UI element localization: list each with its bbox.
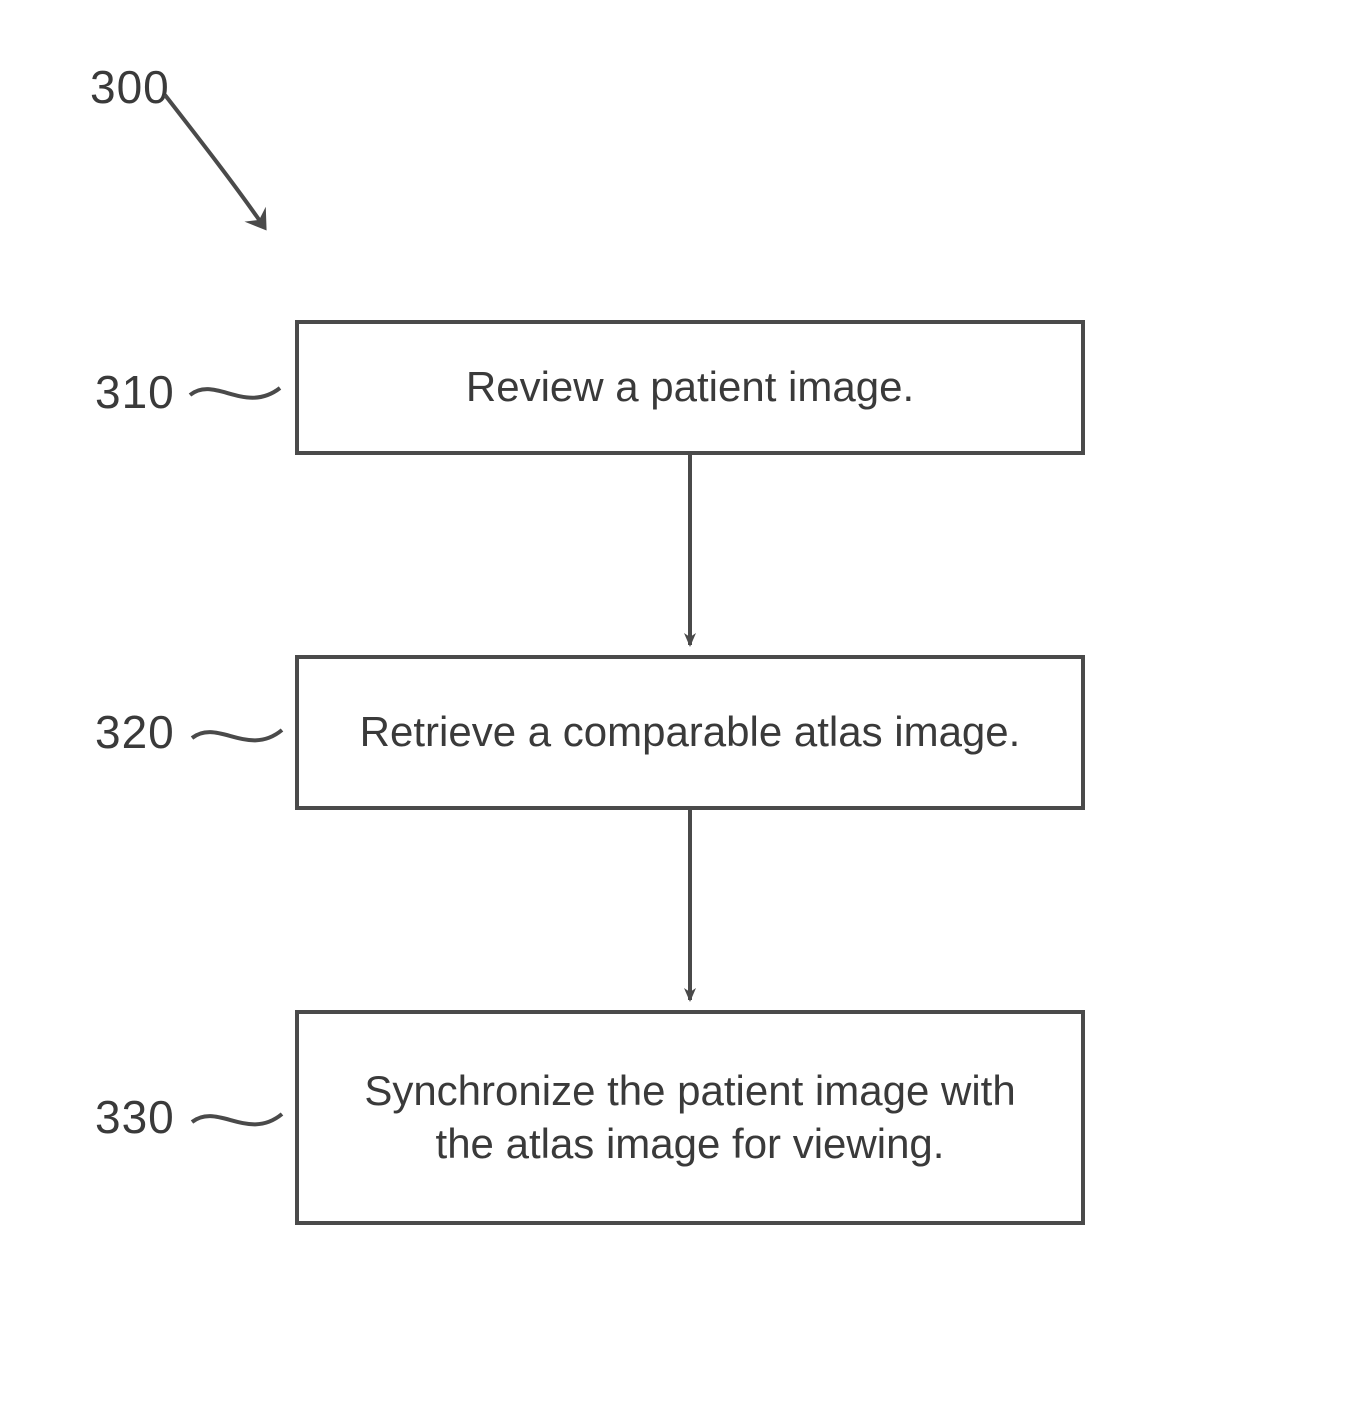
flow-node-320-label: 320 [95, 705, 175, 759]
flow-node-330: Synchronize the patient image with the a… [295, 1010, 1085, 1225]
diagram-ref-label: 300 [90, 60, 170, 114]
flow-node-310-text: Review a patient image. [466, 361, 914, 414]
tilde-310-icon [190, 388, 280, 398]
flow-node-330-label: 330 [95, 1090, 175, 1144]
flow-node-330-text: Synchronize the patient image with the a… [340, 1065, 1040, 1170]
flow-node-320-text: Retrieve a comparable atlas image. [360, 706, 1021, 759]
ref-arrow-icon [165, 95, 262, 224]
flow-node-310-label: 310 [95, 365, 175, 419]
flow-node-310: Review a patient image. [295, 320, 1085, 455]
tilde-330-icon [192, 1114, 282, 1124]
flow-node-320: Retrieve a comparable atlas image. [295, 655, 1085, 810]
tilde-320-icon [192, 730, 282, 740]
flowchart-canvas: 300 Review a patient image. 310 Retrieve… [0, 0, 1358, 1425]
